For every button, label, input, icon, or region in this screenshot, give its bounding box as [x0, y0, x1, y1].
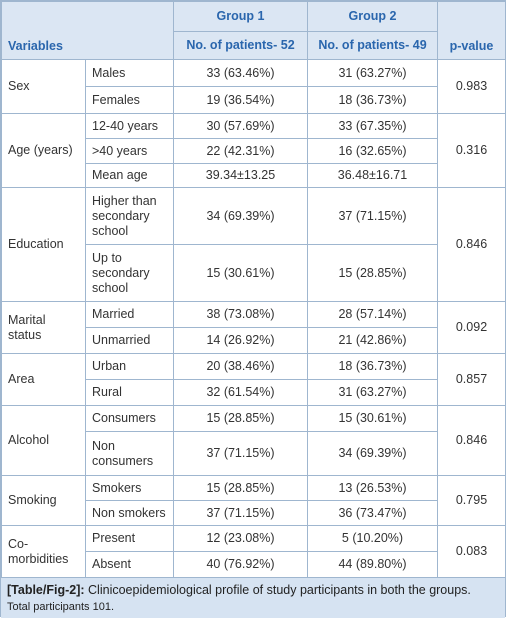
subvariable-cell: Rural	[85, 379, 174, 406]
header-row: Variables Group 1 Group 2 p-value	[1, 1, 506, 60]
group2-cell: 28 (57.14%)	[307, 301, 438, 328]
group2-cell: 13 (26.53%)	[307, 475, 438, 501]
patients-header: No. of patients- 49	[307, 31, 438, 60]
group1-cell: 38 (73.08%)	[173, 301, 308, 328]
header-row: No. of patients- 52 No. of patients- 49	[2, 31, 506, 60]
table-header: Variables Group 1 Group 2 p-value No. of…	[1, 1, 506, 60]
group1-cell: 19 (36.54%)	[173, 86, 308, 114]
group2-cell: 15 (28.85%)	[307, 244, 438, 302]
subvariable-cell: Non consumers	[85, 431, 174, 476]
subvariable-cell: Males	[85, 59, 174, 87]
pvalue-cell: 0.083	[437, 525, 506, 578]
subvariable-cell: Up to secondary school	[85, 244, 174, 302]
table-row: Absent 40 (76.92%) 44 (89.80%)	[2, 551, 506, 578]
caption-label: [Table/Fig-2]:	[7, 583, 85, 597]
variable-cell: Alcohol	[1, 405, 86, 476]
table-row: Education Higher than secondary school 34 …	[1, 187, 506, 302]
group2-cell: 36 (73.47%)	[307, 500, 438, 526]
group1-cell: 15 (28.85%)	[173, 475, 308, 501]
pvalue-cell: 0.092	[437, 301, 506, 354]
group1-cell: 37 (71.15%)	[173, 431, 308, 476]
subvariable-cell: Married	[85, 301, 174, 328]
group-header: Group 1	[173, 1, 308, 32]
pvalue-header: p-value	[437, 1, 506, 60]
group1-cell: 20 (38.46%)	[173, 353, 308, 380]
group2-cell: 16 (32.65%)	[307, 138, 438, 164]
subvariable-cell: Unmarried	[85, 327, 174, 354]
subvariable-cell: Consumers	[85, 405, 174, 432]
table-row: Rural 32 (61.54%) 31 (63.27%)	[2, 379, 506, 406]
data-table: Variables Group 1 Group 2 p-value No. of…	[1, 1, 506, 578]
subvariable-cell: >40 years	[85, 138, 174, 164]
pvalue-cell: 0.795	[437, 475, 506, 526]
group2-cell: 34 (69.39%)	[307, 431, 438, 476]
group1-cell: 33 (63.46%)	[173, 59, 308, 87]
group1-cell: 30 (57.69%)	[173, 113, 308, 139]
group1-cell: 15 (30.61%)	[173, 244, 308, 302]
group1-cell: 37 (71.15%)	[173, 500, 308, 526]
table-row: >40 years 22 (42.31%) 16 (32.65%)	[2, 138, 506, 164]
group1-cell: 34 (69.39%)	[173, 187, 308, 245]
variable-cell: Smoking	[1, 475, 86, 526]
table-row: Area Urban 20 (38.46%) 18 (36.73%) 0.857	[1, 353, 506, 406]
variable-cell: Marital status	[1, 301, 86, 354]
group1-cell: 15 (28.85%)	[173, 405, 308, 432]
pvalue-cell: 0.846	[437, 405, 506, 476]
subvariable-cell: Non smokers	[85, 500, 174, 526]
group2-cell: 33 (67.35%)	[307, 113, 438, 139]
patients-header: No. of patients- 52	[173, 31, 308, 60]
group1-cell: 32 (61.54%)	[173, 379, 308, 406]
variable-cell: Sex	[1, 59, 86, 114]
table-row: Females 19 (36.54%) 18 (36.73%)	[2, 86, 506, 114]
group2-cell: 37 (71.15%)	[307, 187, 438, 245]
pvalue-cell: 0.983	[437, 59, 506, 114]
table-row: Smoking Smokers 15 (28.85%) 13 (26.53%) 0.79…	[1, 475, 506, 526]
pvalue-cell: 0.857	[437, 353, 506, 406]
subvariable-cell: 12-40 years	[85, 113, 174, 139]
group2-cell: 21 (42.86%)	[307, 327, 438, 354]
variable-cell: Education	[1, 187, 86, 302]
variable-cell: Co-morbidities	[1, 525, 86, 578]
subvariable-cell: Higher than secondary school	[85, 187, 174, 245]
group2-cell: 31 (63.27%)	[307, 379, 438, 406]
group2-cell: 15 (30.61%)	[307, 405, 438, 432]
group1-cell: 40 (76.92%)	[173, 551, 308, 578]
table-row: Non smokers 37 (71.15%) 36 (73.47%)	[2, 500, 506, 526]
subvariable-cell: Present	[85, 525, 174, 552]
pvalue-cell: 0.316	[437, 113, 506, 188]
pvalue-cell: 0.846	[437, 187, 506, 302]
caption: [Table/Fig-2]: Clinicoepidemiological pr…	[1, 578, 505, 618]
group1-cell: 39.34±13.25	[173, 163, 308, 188]
group1-cell: 22 (42.31%)	[173, 138, 308, 164]
subvariable-cell: Smokers	[85, 475, 174, 501]
group2-cell: 36.48±16.71	[307, 163, 438, 188]
group2-cell: 31 (63.27%)	[307, 59, 438, 87]
table-row: Up to secondary school 15 (30.61%) 15 (28.…	[2, 244, 506, 302]
caption-note: Total participants 101.	[7, 601, 115, 613]
variables-header: Variables	[1, 1, 174, 60]
subvariable-cell: Mean age	[85, 163, 174, 188]
group2-cell: 18 (36.73%)	[307, 353, 438, 380]
group-header: Group 2	[307, 1, 438, 32]
subvariable-cell: Absent	[85, 551, 174, 578]
group2-cell: 5 (10.20%)	[307, 525, 438, 552]
group1-cell: 12 (23.08%)	[173, 525, 308, 552]
group2-cell: 18 (36.73%)	[307, 86, 438, 114]
subvariable-cell: Females	[85, 86, 174, 114]
table-row: Alcohol Consumers 15 (28.85%) 15 (30.61%) 0.…	[1, 405, 506, 476]
table-row: Sex Males 33 (63.46%) 31 (63.27%) 0.983	[1, 59, 506, 114]
table-row: Unmarried 14 (26.92%) 21 (42.86%)	[2, 327, 506, 354]
group1-cell: 14 (26.92%)	[173, 327, 308, 354]
table-row: Age (years) 12-40 years 30 (57.69%) 33 (67.…	[1, 113, 506, 188]
variable-cell: Area	[1, 353, 86, 406]
subvariable-cell: Urban	[85, 353, 174, 380]
table-row: Co-morbidities Present 12 (23.08%) 5 (10.20…	[1, 525, 506, 578]
table-row: Mean age 39.34±13.25 36.48±16.71	[2, 163, 506, 188]
group2-cell: 44 (89.80%)	[307, 551, 438, 578]
caption-text: Clinicoepidemiological profile of study …	[88, 583, 471, 597]
table-row: Marital status Married 38 (73.08%) 28 (57.1…	[1, 301, 506, 354]
table-body: Sex Males 33 (63.46%) 31 (63.27%) 0.983 Femal…	[1, 59, 506, 578]
variable-cell: Age (years)	[1, 113, 86, 188]
